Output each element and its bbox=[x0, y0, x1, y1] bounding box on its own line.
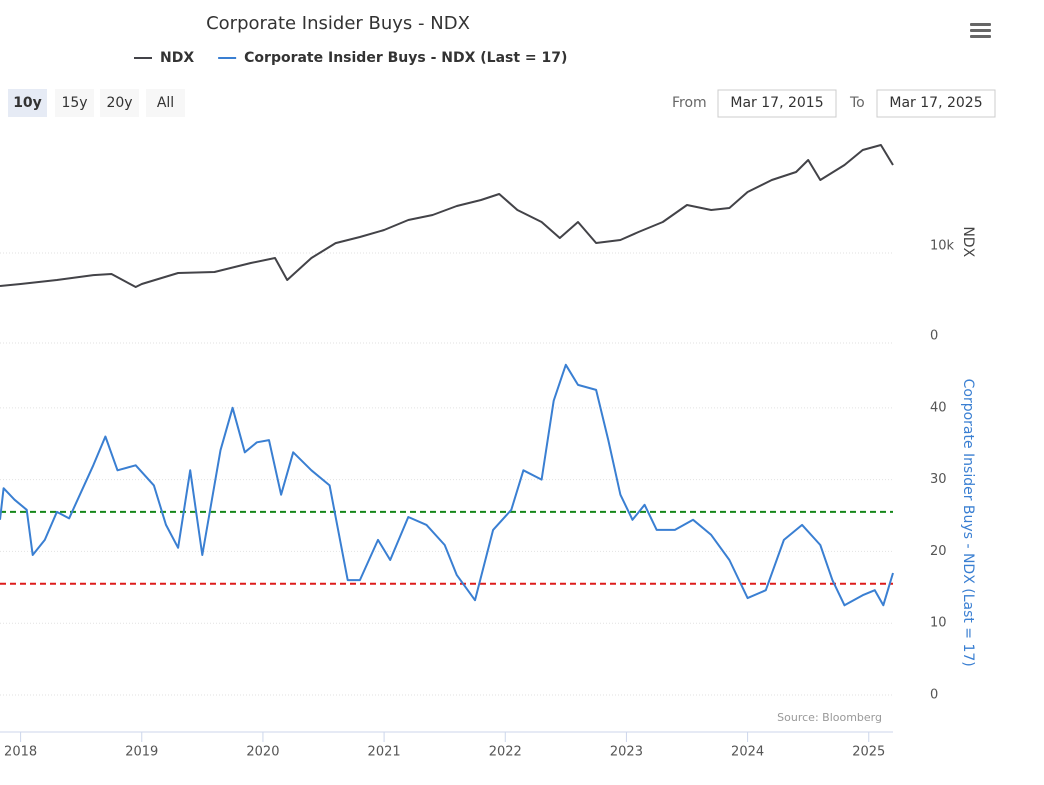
range-button-label: 15y bbox=[61, 95, 87, 111]
from-input[interactable] bbox=[717, 89, 837, 118]
x-tick-label: 2021 bbox=[368, 745, 401, 760]
range-button[interactable]: 10y bbox=[8, 89, 47, 117]
y-tick-label: 20 bbox=[930, 544, 947, 559]
menu-bar bbox=[970, 23, 991, 26]
legend-label: Corporate Insider Buys - NDX (Last = 17) bbox=[244, 50, 567, 66]
menu-button[interactable] bbox=[970, 23, 991, 38]
range-button-label: 10y bbox=[13, 95, 42, 111]
y-tick-label: 0 bbox=[930, 329, 938, 344]
series-line bbox=[0, 363, 894, 607]
range-button-bg bbox=[8, 89, 47, 117]
range-button[interactable]: All bbox=[146, 89, 185, 117]
y-axis-title: NDX bbox=[960, 226, 976, 257]
y-tick-label: 0 bbox=[930, 688, 938, 703]
chart-title: Corporate Insider Buys - NDX bbox=[206, 13, 470, 34]
x-tick-label: 2019 bbox=[125, 745, 158, 760]
legend-label: NDX bbox=[160, 50, 194, 66]
x-tick-label: 2025 bbox=[852, 745, 885, 760]
y-tick-label: 10k bbox=[930, 239, 955, 254]
to-input[interactable] bbox=[876, 89, 996, 118]
range-button[interactable]: 15y bbox=[55, 89, 94, 117]
x-tick-label: 2022 bbox=[489, 745, 522, 760]
range-button-bg bbox=[146, 89, 185, 117]
y-tick-label: 10 bbox=[930, 616, 947, 631]
from-date: Mar 17, 2015 bbox=[730, 95, 823, 111]
source-note: Source: Bloomberg bbox=[777, 711, 882, 724]
legend-item[interactable]: Corporate Insider Buys - NDX (Last = 17) bbox=[218, 50, 567, 66]
x-tick-label: 2020 bbox=[246, 745, 279, 760]
y-axis-title: Corporate Insider Buys - NDX (Last = 17) bbox=[960, 379, 976, 667]
menu-bar bbox=[970, 29, 991, 32]
y-tick-label: 40 bbox=[930, 400, 947, 415]
range-button-bg bbox=[55, 89, 94, 117]
range-button-label: All bbox=[157, 95, 174, 111]
x-tick-label: 2018 bbox=[4, 745, 37, 760]
to-date: Mar 17, 2025 bbox=[889, 95, 982, 111]
from-label: From bbox=[672, 95, 707, 111]
menu-bar bbox=[970, 35, 991, 38]
to-label: To bbox=[849, 95, 865, 111]
x-tick-label: 2024 bbox=[731, 745, 764, 760]
series-line bbox=[0, 144, 894, 288]
range-button-label: 20y bbox=[106, 95, 132, 111]
range-button[interactable]: 20y bbox=[100, 89, 139, 117]
x-tick-label: 2023 bbox=[610, 745, 643, 760]
range-button-bg bbox=[100, 89, 139, 117]
legend-item[interactable]: NDX bbox=[134, 50, 194, 66]
y-tick-label: 30 bbox=[930, 472, 947, 487]
